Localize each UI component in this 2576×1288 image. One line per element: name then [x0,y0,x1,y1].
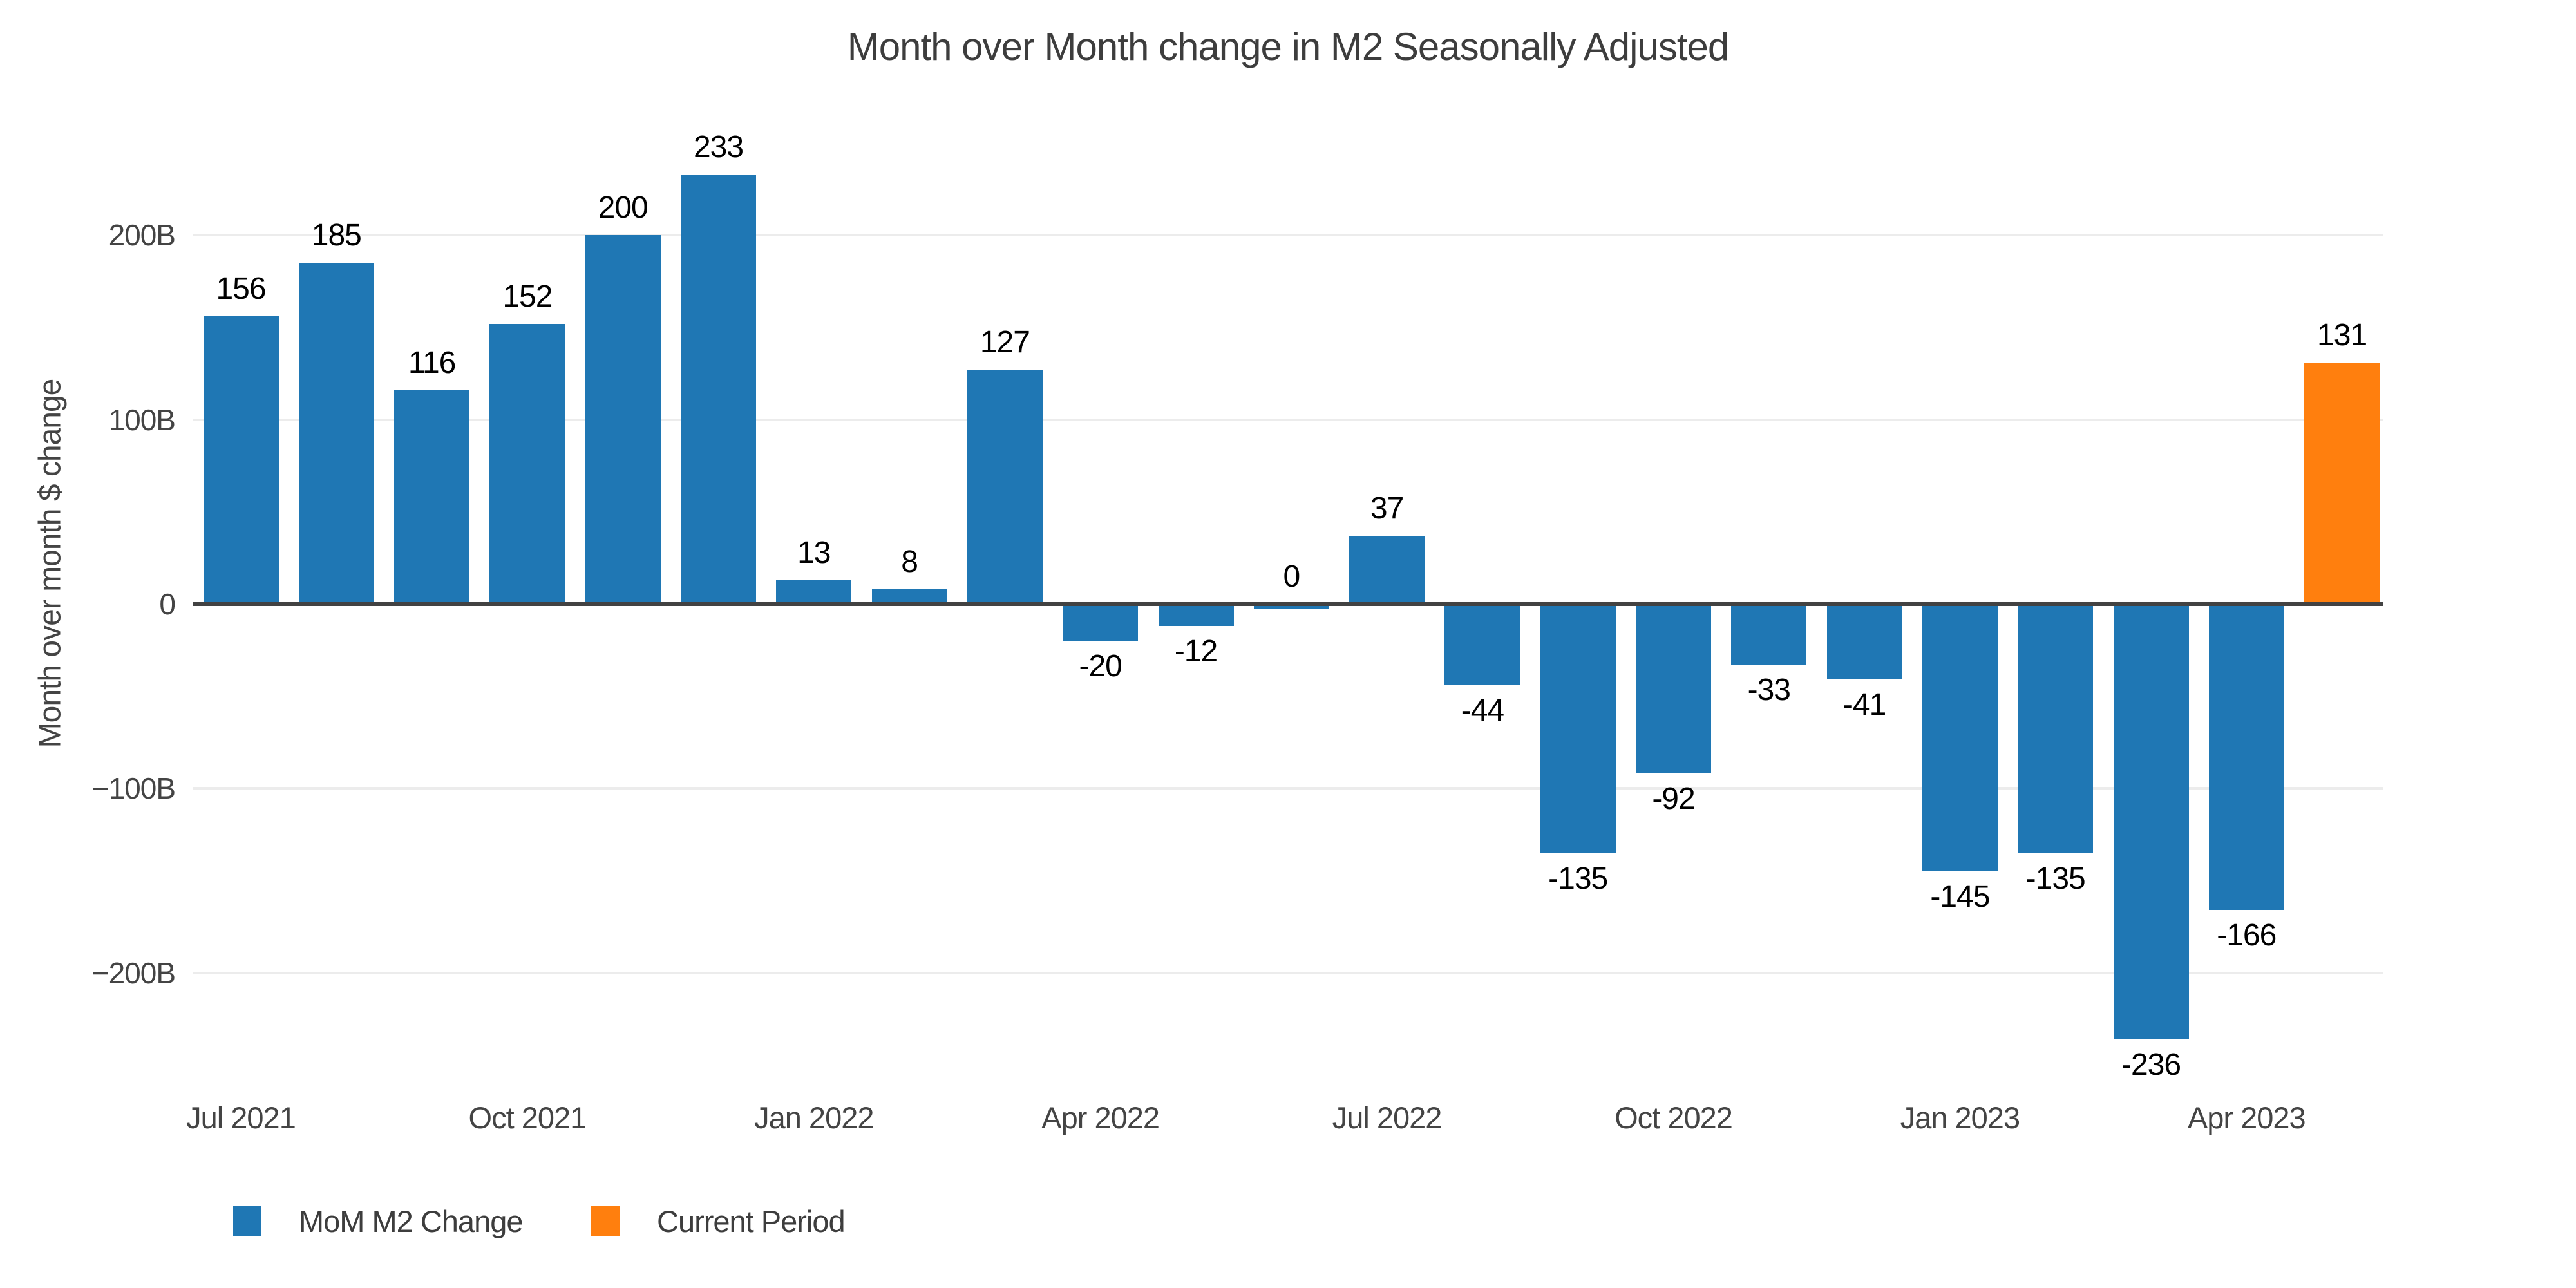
bar-value-label: -135 [1548,861,1608,896]
bar[interactable] [1253,606,1329,609]
bar-value-label: 200 [598,191,649,225]
bar-value-label: 127 [980,325,1030,360]
x-tick-label: Jan 2023 [1900,1101,2020,1135]
bar-current-period[interactable] [2304,362,2380,604]
bar-value-label: 0 [1283,560,1300,594]
legend-item-mom-m2-change[interactable]: MoM M2 Change [233,1203,523,1239]
bar-value-label: -92 [1652,782,1695,817]
bar[interactable] [1349,536,1425,604]
bar-value-label: -33 [1747,673,1791,708]
bar[interactable] [1636,604,1711,774]
bar[interactable] [2018,604,2094,853]
legend-item-current-period[interactable]: Current Period [591,1203,846,1239]
bar[interactable] [1922,604,1998,872]
y-tick-label: 200B [108,218,176,252]
bar-value-label: -44 [1461,693,1504,728]
bar-value-label: 13 [797,535,831,570]
bar[interactable] [1444,604,1520,685]
legend-item-label: Current Period [657,1204,846,1238]
bar[interactable] [585,235,661,604]
bar-value-label: -145 [1930,880,1990,914]
bar[interactable] [1540,604,1616,853]
bar[interactable] [681,174,756,604]
legend-swatch-orange [591,1206,620,1236]
y-tick-label: 0 [159,587,176,621]
bar[interactable] [298,263,374,604]
chart-title: Month over Month change in M2 Seasonally… [847,25,1730,68]
legend-item-label: MoM M2 Change [299,1204,523,1238]
bar[interactable] [1158,604,1234,627]
bar-value-label: 185 [311,218,362,253]
bar[interactable] [2113,604,2189,1039]
bar-value-label: 116 [408,345,457,380]
bar-value-label: -12 [1174,634,1218,669]
legend-swatch-blue [233,1206,261,1236]
gridline [193,787,2383,790]
bar[interactable] [1826,604,1902,680]
x-tick-label: Jan 2022 [754,1101,874,1135]
bar-value-label: -166 [2217,918,2277,953]
bar[interactable] [871,589,947,604]
bar[interactable] [967,370,1043,604]
x-tick-label: Jul 2021 [186,1101,296,1135]
bar-value-label: 156 [216,272,266,307]
bar[interactable] [1063,604,1139,641]
x-tick-label: Oct 2022 [1615,1101,1733,1135]
y-tick-label: 100B [108,402,176,437]
bar[interactable] [394,390,470,604]
x-tick-label: Apr 2022 [1041,1101,1160,1135]
gridline [193,971,2383,974]
gridline [193,234,2383,237]
bar-value-label: 8 [901,545,918,580]
y-tick-label: −200B [91,956,176,990]
bar-value-label: -135 [2025,861,2086,896]
bar-value-label: 152 [502,279,553,314]
bar-value-label: 131 [2317,317,2367,352]
bar[interactable] [203,316,279,604]
legend: MoM M2 Change Current Period [0,1203,2576,1242]
bar-value-label: -236 [2121,1047,2181,1082]
x-tick-label: Oct 2021 [468,1101,587,1135]
x-tick-label: Jul 2022 [1332,1101,1443,1135]
y-tick-label: −100B [91,772,176,806]
bar-value-label: 37 [1370,491,1404,526]
bar-value-label: -41 [1842,688,1886,723]
zero-axis-line [193,602,2383,606]
bar[interactable] [776,580,852,604]
bar-value-label: 233 [693,129,744,164]
bar[interactable] [2208,604,2284,911]
bar[interactable] [489,323,565,604]
bar[interactable] [1731,604,1807,665]
x-tick-label: Apr 2023 [2187,1101,2306,1135]
gridline [193,418,2383,421]
bar-value-label: -20 [1079,649,1122,684]
